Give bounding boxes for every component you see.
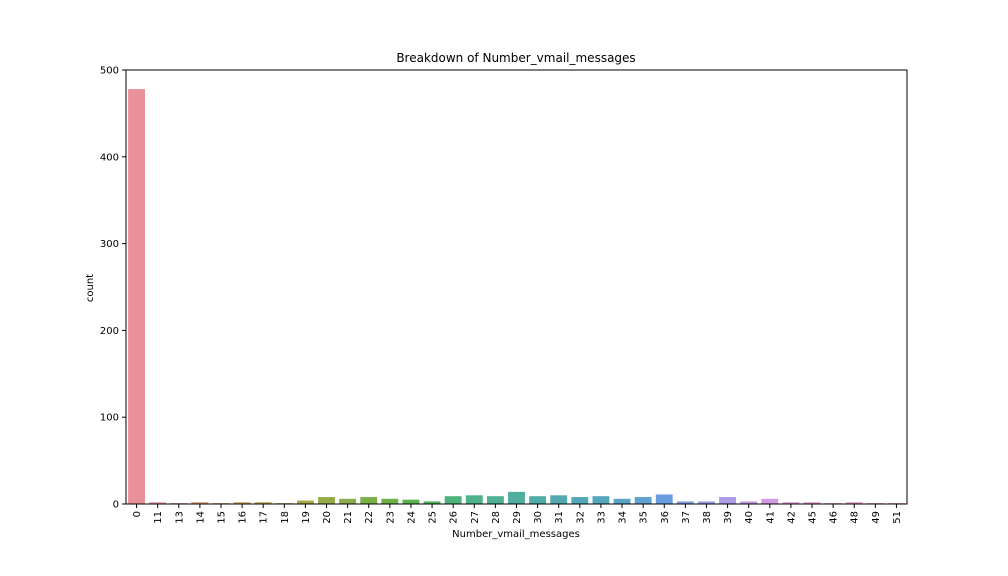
x-tick-label: 45 [808, 511, 819, 524]
bar-34 [613, 498, 631, 504]
x-tick-label: 25 [428, 511, 439, 524]
y-tick-label: 500 [100, 66, 119, 77]
y-tick-label: 400 [100, 152, 119, 163]
x-tick-label: 21 [343, 511, 354, 524]
x-tick-label: 22 [364, 511, 375, 524]
x-tick-label: 38 [702, 511, 713, 524]
y-tick-label: 100 [100, 413, 119, 424]
bar-35 [634, 497, 652, 504]
x-tick-label: 39 [723, 511, 734, 524]
bar-26 [444, 496, 462, 504]
x-tick-label: 34 [618, 511, 629, 524]
x-tick-label: 42 [786, 511, 797, 524]
bar-36 [655, 494, 673, 504]
bar-24 [402, 499, 420, 504]
x-tick-label: 17 [259, 511, 270, 524]
x-tick-label: 24 [406, 511, 417, 524]
bar-29 [508, 491, 525, 504]
bar-33 [592, 496, 610, 504]
bar-17 [254, 502, 272, 504]
bar-0 [128, 89, 145, 504]
bar-16 [233, 502, 251, 504]
bar-20 [318, 497, 335, 504]
bar-27 [465, 495, 483, 504]
plot-frame [125, 69, 908, 505]
x-tick-label: 11 [153, 511, 164, 524]
chart-title: Breakdown of Number_vmail_messages [396, 51, 635, 65]
x-axis: 0 11 13 14 15 16 17 18 19 20 21 22 23 24 25 26 27 28 29 30 3… [132, 504, 903, 524]
x-tick-label: 40 [744, 511, 755, 524]
x-tick-label: 27 [470, 511, 481, 524]
bar-48 [845, 502, 863, 504]
x-tick-label: 23 [385, 511, 396, 524]
x-tick-label: 18 [280, 511, 291, 524]
bar-31 [550, 495, 568, 504]
x-tick-label: 14 [195, 511, 206, 524]
x-tick-label: 29 [512, 511, 523, 524]
bar-25 [423, 501, 441, 504]
bar-37 [676, 501, 694, 504]
bar-14 [191, 502, 209, 504]
y-axis: 0 100 200 300 400 500 [100, 66, 126, 511]
bars-group [128, 89, 905, 504]
x-tick-label: 31 [554, 511, 565, 524]
bar-45 [803, 502, 821, 504]
x-tick-label: 32 [575, 511, 586, 524]
bar-40 [740, 501, 758, 504]
bar-38 [698, 501, 715, 504]
bar-23 [381, 498, 399, 504]
y-tick-label: 200 [100, 326, 119, 337]
y-tick-label: 300 [100, 239, 119, 250]
bar-28 [486, 496, 504, 504]
y-axis-title: count [85, 274, 96, 302]
bar-42 [782, 502, 800, 504]
x-tick-label: 16 [238, 511, 249, 524]
x-tick-label: 19 [301, 511, 312, 524]
x-tick-label: 13 [174, 511, 185, 524]
bar-30 [529, 496, 547, 504]
x-tick-label: 37 [681, 511, 692, 524]
x-tick-label: 36 [660, 511, 671, 524]
bar-21 [339, 498, 357, 504]
x-tick-label: 35 [639, 511, 650, 524]
x-tick-label: 20 [322, 511, 333, 524]
bar-19 [296, 500, 314, 504]
bar-11 [149, 502, 167, 504]
x-tick-label: 30 [533, 511, 544, 524]
x-tick-label: 33 [596, 511, 607, 524]
bar-32 [571, 497, 589, 504]
y-tick-label: 0 [113, 500, 119, 511]
x-tick-label: 28 [491, 511, 502, 524]
x-tick-label: 51 [892, 511, 903, 524]
bar-41 [761, 498, 779, 504]
x-tick-label: 48 [850, 511, 861, 524]
x-tick-label: 49 [871, 511, 882, 524]
x-tick-label: 41 [765, 511, 776, 524]
x-tick-label: 26 [449, 511, 460, 524]
x-tick-label: 46 [829, 511, 840, 524]
x-tick-label: 15 [216, 511, 227, 524]
x-axis-title: Number_vmail_messages [452, 529, 580, 540]
x-tick-label: 0 [132, 511, 143, 517]
bar-39 [719, 497, 737, 504]
bar-22 [360, 497, 378, 504]
